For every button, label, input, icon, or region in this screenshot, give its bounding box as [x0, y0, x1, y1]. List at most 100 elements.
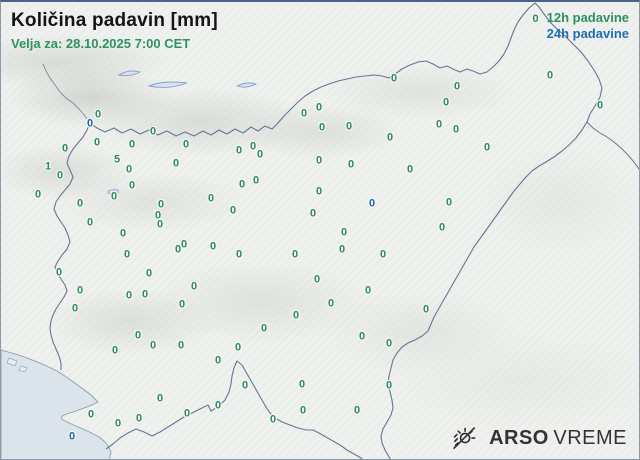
legend-row-24h: 24h padavine [547, 26, 629, 41]
station-value-12h: 0 [207, 192, 215, 205]
slovenia-italy-border [49, 122, 91, 370]
station-value-12h: 0 [300, 107, 308, 120]
legend-row-12h: 0 12h padavine [533, 10, 630, 25]
station-value-12h: 0 [110, 190, 118, 203]
map-header: Količina padavin [mm] Velja za: 28.10.20… [11, 10, 218, 51]
station-value-12h: 0 [338, 243, 346, 256]
station-value-12h: 0 [241, 379, 249, 392]
station-value-12h: 0 [299, 404, 307, 417]
station-value-12h: 0 [177, 339, 185, 352]
station-value-12h: 0 [309, 207, 317, 220]
station-value-12h: 0 [318, 121, 326, 134]
station-value-12h: 0 [453, 80, 461, 93]
station-value-12h: 0 [249, 140, 257, 153]
station-value-24h: 0 [68, 430, 76, 443]
station-value-12h: 0 [238, 178, 246, 191]
lake-austria-3 [235, 82, 258, 88]
station-value-12h: 0 [235, 144, 243, 157]
station-value-12h: 0 [596, 99, 604, 112]
station-value-12h: 0 [214, 399, 222, 412]
station-value-12h: 0 [61, 142, 69, 155]
lake-bohinj [107, 189, 119, 194]
station-value-12h: 0 [123, 248, 131, 261]
station-value-12h: 0 [156, 392, 164, 405]
station-value-12h: 0 [269, 413, 277, 426]
station-value-12h: 0 [76, 197, 84, 210]
legend: 0 12h padavine 24h padavine [533, 10, 630, 41]
station-value-12h: 0 [386, 131, 394, 144]
station-value-12h: 0 [134, 329, 142, 342]
lake-austria-1 [117, 70, 142, 77]
station-value-12h: 0 [209, 240, 217, 253]
sea-area [1, 349, 112, 459]
station-value-12h: 0 [172, 157, 180, 170]
station-value-12h: 0 [234, 341, 242, 354]
station-value-12h: 0 [345, 120, 353, 133]
station-value-12h: 0 [422, 303, 430, 316]
austria-italy-border [42, 63, 91, 124]
station-value-12h: 0 [385, 337, 393, 350]
station-value-12h: 0 [379, 248, 387, 261]
legend-label-24h: 24h padavine [546, 26, 629, 41]
station-value-12h: 0 [114, 417, 122, 430]
coastal-marsh [6, 357, 28, 373]
station-value-12h: 0 [347, 158, 355, 171]
station-value-12h: 0 [157, 198, 165, 211]
station-value-12h: 0 [292, 309, 300, 322]
station-value-12h: 0 [135, 412, 143, 425]
station-value-12h: 0 [34, 188, 42, 201]
station-value-12h: 0 [406, 163, 414, 176]
legend-sample-value: 0 [532, 13, 539, 25]
station-value-12h: 0 [87, 408, 95, 421]
station-value-12h: 0 [340, 226, 348, 239]
station-value-12h: 0 [546, 69, 554, 82]
arso-vreme-logo: ARSO VREME [451, 425, 627, 451]
station-value-12h: 0 [438, 221, 446, 234]
station-value-12h: 0 [385, 379, 393, 392]
station-value-12h: 0 [149, 125, 157, 138]
station-value-12h: 0 [183, 407, 191, 420]
slovenia-border-north-east [89, 2, 603, 459]
station-value-12h: 0 [298, 378, 306, 391]
station-value-12h: 0 [149, 339, 157, 352]
station-value-12h: 0 [229, 204, 237, 217]
station-value-12h: 0 [86, 216, 94, 229]
station-value-12h: 0 [315, 154, 323, 167]
station-value-12h: 0 [125, 289, 133, 302]
station-value-12h: 0 [390, 72, 398, 85]
station-value-12h: 0 [364, 284, 372, 297]
station-value-12h: 0 [214, 354, 222, 367]
station-value-12h: 0 [141, 288, 149, 301]
page-title: Količina padavin [mm] [11, 10, 218, 31]
lake-austria-2 [147, 81, 188, 88]
station-value-12h: 0 [180, 238, 188, 251]
station-value-12h: 0 [235, 248, 243, 261]
station-value-24h: 0 [368, 197, 376, 210]
station-value-12h: 0 [94, 108, 102, 121]
valid-time-label: Velja za: 28.10.2025 7:00 CET [11, 36, 191, 51]
station-value-12h: 0 [252, 174, 260, 187]
station-value-12h: 0 [315, 185, 323, 198]
brand-text: ARSO VREME [489, 427, 627, 450]
station-value-12h: 0 [93, 136, 101, 149]
station-value-12h: 0 [327, 297, 335, 310]
station-value-12h: 0 [128, 179, 136, 192]
station-value-12h: 0 [174, 243, 182, 256]
station-value-12h: 0 [56, 169, 64, 182]
station-value-12h: 0 [128, 138, 136, 151]
station-value-12h: 0 [291, 248, 299, 261]
station-value-12h: 0 [145, 267, 153, 280]
brand-bold: ARSO [489, 426, 549, 449]
sun-rain-icon [453, 427, 476, 449]
station-value-24h: 0 [86, 117, 94, 130]
station-value-12h: 0 [435, 118, 443, 131]
station-value-12h: 0 [353, 404, 361, 417]
station-value-12h: 0 [442, 96, 450, 109]
station-value-12h: 0 [445, 196, 453, 209]
station-value-12h: 0 [256, 148, 264, 161]
station-value-12h: 0 [313, 273, 321, 286]
station-value-12h: 0 [182, 138, 190, 151]
